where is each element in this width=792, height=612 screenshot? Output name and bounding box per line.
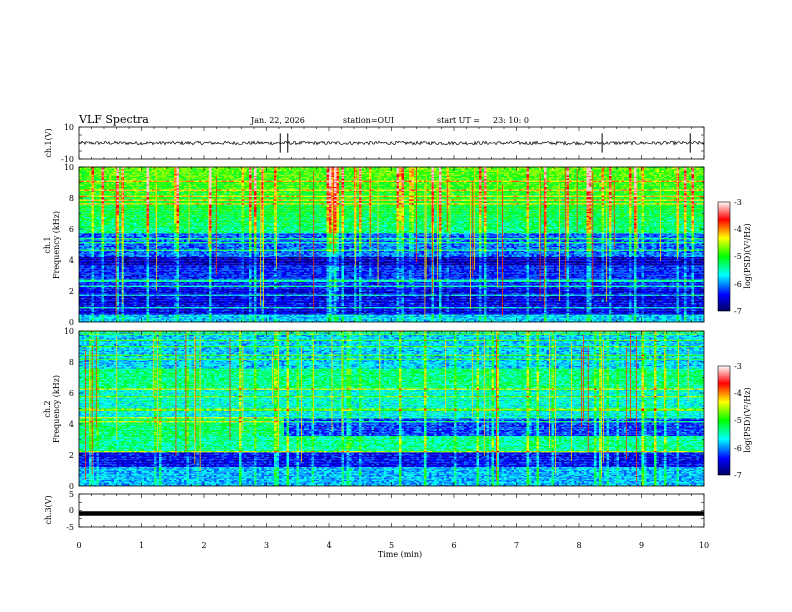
ch1-waveform-panel: 10 -10 ch.1(V): [44, 123, 705, 164]
ch1-colorbar-label: log(PSD)(V²/Hz): [743, 223, 752, 288]
axis-tick-marks: [78, 126, 705, 528]
spec1-level-8: [79, 167, 704, 322]
spec2-level-11: [79, 331, 699, 453]
ch1-spec-ytick-6: 6: [69, 225, 74, 234]
ch2-spectrogram-yticks: 0 2 4 6 8 10: [64, 327, 74, 491]
ch1-spec-ytick-10: 10: [64, 163, 74, 172]
station-label: station=OUI: [343, 116, 394, 125]
spec1-level-4: [79, 233, 704, 322]
ch2-spec-ytick-2: 2: [69, 451, 74, 460]
figure-title: VLF Spectra: [78, 113, 149, 126]
ch1-colorbar-tick-m5: -5: [734, 252, 742, 261]
ch3-waveform-ylabel: ch.3(V): [44, 495, 53, 524]
spec2-level-7: [79, 331, 704, 486]
ch1-spectrogram-yticks: 0 2 4 6 8 10: [64, 163, 74, 327]
spec2-level-2: [79, 418, 704, 468]
ch2-spec-ytick-8: 8: [69, 358, 74, 367]
ch2-colorbar-label: log(PSD)(V²/Hz): [743, 387, 752, 452]
ch1-spec-ytick-0: 0: [69, 318, 74, 327]
ch1-spectrogram-panel: 0 2 4 6 8 10 ch.1 Frequency (kHz) -3 -4 …: [43, 163, 752, 327]
spec2-level-8: [79, 331, 704, 486]
ch3-ytick-m5: -5: [66, 523, 74, 532]
xtick-2: 2: [201, 541, 206, 550]
ch2-colorbar-tick-m6: -6: [734, 444, 742, 453]
ch1-colorbar-tick-m4: -4: [734, 225, 742, 234]
date-label: Jan. 22, 2026: [250, 116, 305, 125]
ch3-waveform-frame: [78, 493, 705, 528]
ch2-spec-ytick-10: 10: [64, 327, 74, 336]
ch3-ytick-5: 5: [69, 490, 74, 499]
ch2-spec-ytick-4: 4: [69, 420, 74, 429]
start-ut-value: 23: 10: 0: [493, 116, 529, 125]
xtick-0: 0: [76, 541, 81, 550]
ch2-spectrogram-ylabel-frequency: Frequency (kHz): [52, 375, 61, 443]
ch1-spectrogram-ylabel-frequency: Frequency (kHz): [52, 211, 61, 279]
x-axis: 0 1 2 3 4 5 6 7 8 9 10 Time (min): [76, 541, 709, 559]
xtick-6: 6: [451, 541, 456, 550]
xtick-8: 8: [576, 541, 581, 550]
spec1-level-1: [79, 257, 704, 315]
ch2-spec-ytick-0: 0: [69, 482, 74, 491]
ch1-waveform-trace: [78, 140, 705, 146]
ch1-spikes: [279, 133, 691, 153]
ch3-waveform-panel: 5 0 -5 ch.3(V): [44, 490, 705, 532]
xtick-4: 4: [326, 541, 331, 550]
ch2-spec-ytick-6: 6: [69, 389, 74, 398]
ch1-colorbar-tick-m3: -3: [734, 198, 742, 207]
ch2-colorbar-tick-m4: -4: [734, 389, 742, 398]
xtick-7: 7: [514, 541, 519, 550]
spec2-level-5: [79, 332, 704, 486]
ch2-spectrogram-ylabel-channel: ch.2: [43, 400, 52, 417]
spec1-level-3: [79, 233, 704, 322]
ch1-ytick-bottom: -10: [61, 155, 74, 164]
xtick-9: 9: [639, 541, 644, 550]
ch1-spec-ytick-4: 4: [69, 256, 74, 265]
ch2-colorbar-tick-m3: -3: [734, 362, 742, 371]
ch1-spec-ytick-8: 8: [69, 194, 74, 203]
ch1-spectrogram-image: [79, 167, 704, 322]
ch3-ytick-0: 0: [69, 506, 74, 515]
ch2-colorbar-tick-m7: -7: [734, 471, 742, 480]
ch2-spectrogram-panel: 0 2 4 6 8 10 ch.2 Frequency (kHz) -3 -4 …: [43, 327, 752, 491]
xtick-3: 3: [264, 541, 269, 550]
spec1-level-12: [79, 167, 704, 244]
ch1-spectrogram-ylabel-channel: ch.1: [43, 236, 52, 253]
ch1-spec-ytick-2: 2: [69, 287, 74, 296]
ch1-colorbar-tick-m6: -6: [734, 280, 742, 289]
xtick-1: 1: [139, 541, 144, 550]
spec1-level-5: [79, 213, 704, 322]
xtick-5: 5: [389, 541, 394, 550]
ch1-colorbar: [717, 201, 731, 312]
ch1-colorbar-tick-m7: -7: [734, 307, 742, 316]
start-ut-label: start UT =: [437, 116, 480, 125]
spec1-level-6: [79, 185, 704, 322]
ch1-ytick-top: 10: [64, 123, 74, 132]
ch1-waveform-ylabel: ch.1(V): [44, 128, 53, 157]
xtick-10: 10: [699, 541, 709, 550]
ch2-spectrogram-image: [79, 331, 704, 486]
x-axis-label: Time (min): [378, 550, 422, 559]
ch2-colorbar-tick-m5: -5: [734, 416, 742, 425]
ch2-colorbar: [717, 365, 731, 476]
ch1-waveform-frame: [78, 126, 705, 160]
